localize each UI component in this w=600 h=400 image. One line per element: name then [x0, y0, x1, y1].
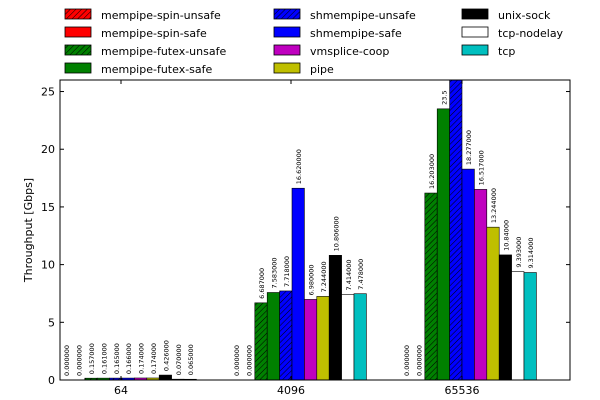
value-label-shmempipe-safe-64: 0.166000 — [125, 343, 133, 374]
legend-label-pipe: pipe — [310, 63, 334, 76]
bar-unix-sock-64 — [158, 374, 172, 380]
legend-label-vmsplice-coop: vmsplice-coop — [310, 45, 389, 58]
value-label-tcp-65536: 9.314000 — [527, 238, 535, 269]
legend-label-tcp-nodelay: tcp-nodelay — [498, 27, 564, 40]
value-label-shmempipe-safe-4096: 16.620000 — [295, 149, 303, 184]
legend-swatch-mempipe-spin-unsafe — [64, 8, 92, 20]
value-label-mempipe-spin-safe-4096: 0.000000 — [246, 345, 254, 376]
value-label-mempipe-spin-unsafe-4096: 0.000000 — [233, 345, 241, 376]
value-label-shmempipe-unsafe-64: 0.165000 — [113, 343, 121, 374]
value-label-mempipe-spin-safe-65536: 0.000000 — [416, 345, 424, 376]
bar-mempipe-futex-unsafe-65536 — [424, 192, 438, 380]
value-label-unix-sock-4096: 10.806000 — [332, 216, 340, 251]
value-label-pipe-65536: 13.244000 — [490, 188, 498, 223]
legend-swatch-tcp-nodelay — [461, 26, 489, 38]
legend-swatch-unix-sock — [461, 8, 489, 20]
value-label-unix-sock-65536: 10.84000 — [502, 220, 510, 251]
bar-mempipe-futex-safe-65536 — [436, 108, 450, 380]
value-label-mempipe-spin-unsafe-65536: 0.000000 — [403, 345, 411, 376]
bar-pipe-65536 — [486, 226, 500, 380]
y-tick-label-0: 0 — [48, 374, 55, 387]
bar-unix-sock-65536 — [498, 254, 512, 380]
x-tick-label-4096: 4096 — [277, 384, 305, 397]
bar-shmempipe-safe-4096 — [291, 187, 305, 380]
legend-label-shmempipe-safe: shmempipe-safe — [310, 27, 402, 40]
legend-swatch-tcp — [461, 44, 489, 56]
axes: 0 5 10 15 20 25 64 4096 65536 — [41, 80, 570, 397]
value-label-mempipe-futex-safe-64: 0.161000 — [100, 343, 108, 374]
bars-group — [84, 80, 537, 380]
value-label-vmsplice-coop-4096: 6.980000 — [308, 264, 316, 295]
bar-shmempipe-safe-65536 — [461, 168, 475, 380]
legend-label-shmempipe-unsafe: shmempipe-unsafe — [310, 9, 416, 22]
legend-swatch-shmempipe-unsafe — [273, 8, 301, 20]
value-label-unix-sock-64: 0.426000 — [162, 340, 170, 371]
legend-swatch-pipe — [273, 62, 301, 74]
value-label-mempipe-futex-safe-65536: 23.5 — [440, 90, 448, 104]
bar-mempipe-futex-unsafe-4096 — [254, 302, 268, 380]
value-label-tcp-64: 0.065000 — [187, 344, 195, 375]
y-tick-label-10: 10 — [41, 259, 55, 272]
value-label-mempipe-futex-unsafe-4096: 6.687000 — [258, 268, 266, 299]
legend-swatch-mempipe-futex-unsafe — [64, 44, 92, 56]
legend-swatch-mempipe-futex-safe — [64, 62, 92, 74]
bar-vmsplice-coop-65536 — [474, 189, 488, 380]
y-tick-label-20: 20 — [41, 143, 55, 156]
legend-swatch-vmsplice-coop — [273, 44, 301, 56]
y-tick-label-25: 25 — [41, 86, 55, 99]
legend-swatch-mempipe-spin-safe — [64, 26, 92, 38]
value-label-shmempipe-unsafe-4096: 7.718000 — [283, 256, 291, 287]
value-label-mempipe-futex-safe-4096: 7.583000 — [270, 257, 278, 288]
bar-tcp-nodelay-65536 — [511, 271, 525, 380]
value-label-tcp-4096: 7.478000 — [357, 259, 365, 290]
x-tick-label-65536: 65536 — [445, 384, 480, 397]
value-label-mempipe-spin-safe-64: 0.000000 — [76, 345, 84, 376]
value-label-pipe-4096: 7.244000 — [320, 261, 328, 292]
legend-label-tcp: tcp — [498, 45, 515, 58]
value-label-tcp-nodelay-4096: 7.414000 — [345, 259, 353, 290]
bar-unix-sock-4096 — [328, 255, 342, 380]
value-label-shmempipe-safe-65536: 18.277000 — [465, 130, 473, 165]
bar-shmempipe-unsafe-4096 — [279, 290, 293, 380]
legend-label-mempipe-futex-unsafe: mempipe-futex-unsafe — [101, 45, 226, 58]
bar-tcp-4096 — [353, 293, 367, 380]
value-label-tcp-nodelay-65536: 9.393000 — [515, 237, 523, 268]
value-label-mempipe-futex-unsafe-64: 0.157000 — [88, 343, 96, 374]
value-label-vmsplice-coop-65536: 16.517000 — [478, 150, 486, 185]
legend-label-mempipe-futex-safe: mempipe-futex-safe — [101, 63, 213, 76]
value-label-pipe-64: 0.174000 — [150, 343, 158, 374]
bar-pipe-4096 — [316, 296, 330, 380]
x-tick-label-64: 64 — [114, 384, 128, 397]
legend-label-mempipe-spin-safe: mempipe-spin-safe — [101, 27, 207, 40]
legend-label-unix-sock: unix-sock — [498, 9, 551, 22]
value-label-vmsplice-coop-64: 0.174000 — [138, 343, 146, 374]
bar-tcp-65536 — [523, 272, 537, 380]
bar-mempipe-futex-safe-4096 — [266, 292, 280, 380]
bar-tcp-nodelay-4096 — [341, 294, 355, 380]
value-label-mempipe-futex-unsafe-65536: 16.203000 — [428, 154, 436, 189]
value-label-mempipe-spin-unsafe-64: 0.000000 — [63, 345, 71, 376]
y-axis-label: Throughput [Gbps] — [22, 178, 35, 283]
plot-frame — [59, 79, 571, 381]
value-label-tcp-nodelay-64: 0.070000 — [175, 344, 183, 375]
bar-vmsplice-coop-4096 — [304, 299, 318, 380]
legend: mempipe-spin-unsafe mempipe-spin-safe memp… — [64, 8, 564, 76]
legend-swatch-shmempipe-safe — [273, 26, 301, 38]
y-tick-label-5: 5 — [48, 316, 55, 329]
value-labels: 0.000000 0.000000 0.157000 0.161000 0.165000… — [63, 90, 535, 376]
y-tick-label-15: 15 — [41, 201, 55, 214]
legend-label-mempipe-spin-unsafe: mempipe-spin-unsafe — [101, 9, 221, 22]
bar-shmempipe-unsafe-65536 — [449, 80, 463, 380]
